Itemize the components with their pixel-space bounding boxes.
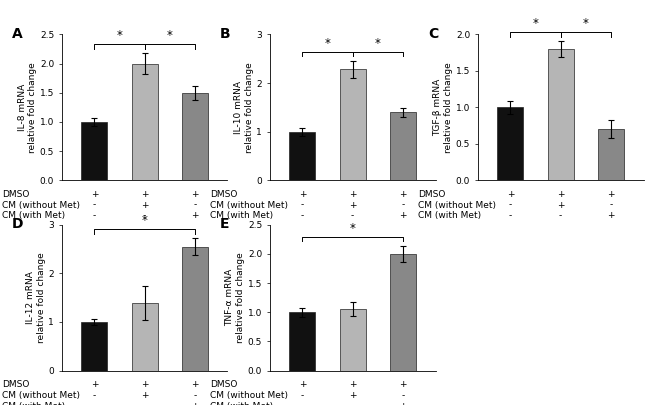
Text: +: + xyxy=(349,200,356,209)
Text: +: + xyxy=(191,211,199,220)
Bar xyxy=(289,132,315,180)
Bar xyxy=(390,112,416,180)
Y-axis label: IL-8 mRNA
relative fold change: IL-8 mRNA relative fold change xyxy=(18,62,37,153)
Text: CM (without Met): CM (without Met) xyxy=(210,391,288,400)
Y-axis label: TNF-α mRNA
relative fold change: TNF-α mRNA relative fold change xyxy=(226,252,245,343)
Text: CM (without Met): CM (without Met) xyxy=(2,200,80,209)
Text: *: * xyxy=(142,214,148,227)
Bar xyxy=(598,129,624,180)
Bar xyxy=(339,69,366,180)
Text: *: * xyxy=(583,17,589,30)
Text: +: + xyxy=(607,211,615,220)
Text: DMSO: DMSO xyxy=(2,380,29,389)
Text: -: - xyxy=(93,200,96,209)
Text: +: + xyxy=(141,200,148,209)
Text: -: - xyxy=(193,200,196,209)
Text: -: - xyxy=(509,200,512,209)
Text: CM (with Met): CM (with Met) xyxy=(210,402,273,405)
Text: +: + xyxy=(298,380,306,389)
Text: C: C xyxy=(428,27,438,41)
Text: *: * xyxy=(116,29,122,42)
Text: -: - xyxy=(301,200,304,209)
Text: +: + xyxy=(557,190,564,198)
Text: +: + xyxy=(141,190,148,198)
Text: -: - xyxy=(401,200,404,209)
Text: DMSO: DMSO xyxy=(2,190,29,198)
Text: -: - xyxy=(559,211,562,220)
Text: +: + xyxy=(191,402,199,405)
Text: CM (with Met): CM (with Met) xyxy=(418,211,481,220)
Text: +: + xyxy=(557,200,564,209)
Text: DMSO: DMSO xyxy=(210,380,237,389)
Text: -: - xyxy=(351,211,354,220)
Text: +: + xyxy=(399,211,407,220)
Text: *: * xyxy=(532,17,538,30)
Bar xyxy=(547,49,574,180)
Bar xyxy=(81,322,107,371)
Text: D: D xyxy=(12,217,23,232)
Text: -: - xyxy=(143,402,146,405)
Text: *: * xyxy=(350,222,356,235)
Text: -: - xyxy=(301,391,304,400)
Bar xyxy=(182,93,208,180)
Text: +: + xyxy=(506,190,514,198)
Text: -: - xyxy=(193,391,196,400)
Bar xyxy=(131,64,158,180)
Text: CM (with Met): CM (with Met) xyxy=(2,402,65,405)
Y-axis label: IL-12 mRNA
relative fold change: IL-12 mRNA relative fold change xyxy=(26,252,46,343)
Text: +: + xyxy=(399,190,407,198)
Text: CM (without Met): CM (without Met) xyxy=(210,200,288,209)
Text: -: - xyxy=(351,402,354,405)
Text: +: + xyxy=(90,380,98,389)
Text: +: + xyxy=(399,402,407,405)
Y-axis label: IL-10 mRNA
relative fold change: IL-10 mRNA relative fold change xyxy=(234,62,254,153)
Text: +: + xyxy=(141,380,148,389)
Text: +: + xyxy=(349,190,356,198)
Text: -: - xyxy=(609,200,612,209)
Bar xyxy=(131,303,158,371)
Text: -: - xyxy=(509,211,512,220)
Text: DMSO: DMSO xyxy=(210,190,237,198)
Text: B: B xyxy=(220,27,231,41)
Text: -: - xyxy=(143,211,146,220)
Text: *: * xyxy=(375,37,381,50)
Bar xyxy=(182,247,208,371)
Text: +: + xyxy=(298,190,306,198)
Bar xyxy=(289,312,315,371)
Text: DMSO: DMSO xyxy=(418,190,445,198)
Text: -: - xyxy=(93,211,96,220)
Text: CM (without Met): CM (without Met) xyxy=(2,391,80,400)
Text: E: E xyxy=(220,217,229,232)
Text: CM (with Met): CM (with Met) xyxy=(210,211,273,220)
Text: +: + xyxy=(349,380,356,389)
Text: -: - xyxy=(93,391,96,400)
Text: +: + xyxy=(141,391,148,400)
Bar xyxy=(390,254,416,371)
Text: CM (with Met): CM (with Met) xyxy=(2,211,65,220)
Text: -: - xyxy=(301,402,304,405)
Bar xyxy=(81,122,107,180)
Bar xyxy=(339,309,366,371)
Text: +: + xyxy=(607,190,615,198)
Text: +: + xyxy=(349,391,356,400)
Text: *: * xyxy=(167,29,173,42)
Text: *: * xyxy=(324,37,330,50)
Text: +: + xyxy=(191,190,199,198)
Text: A: A xyxy=(12,27,23,41)
Bar xyxy=(497,107,523,180)
Text: -: - xyxy=(301,211,304,220)
Text: -: - xyxy=(401,391,404,400)
Text: CM (without Met): CM (without Met) xyxy=(418,200,496,209)
Y-axis label: TGF-β mRNA
relative fold change: TGF-β mRNA relative fold change xyxy=(434,62,453,153)
Text: +: + xyxy=(191,380,199,389)
Text: -: - xyxy=(93,402,96,405)
Text: +: + xyxy=(399,380,407,389)
Text: +: + xyxy=(90,190,98,198)
